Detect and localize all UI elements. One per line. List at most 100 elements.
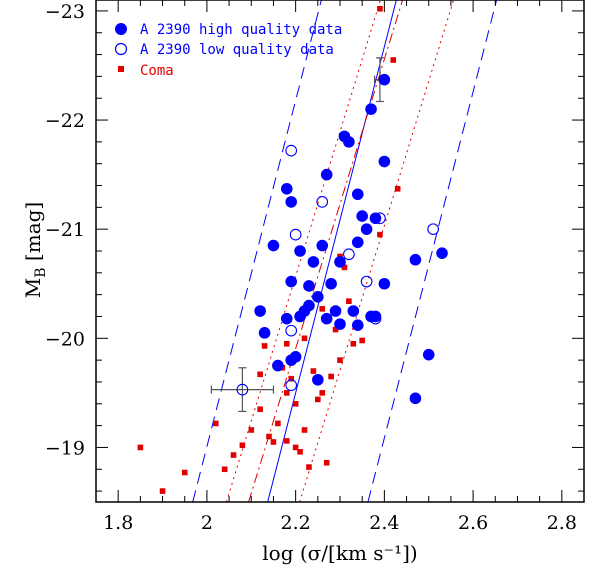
point-high-quality-28 (369, 212, 382, 225)
axis-ticks (96, 0, 585, 502)
point-coma-1 (159, 488, 166, 494)
y-tick-label: −23 (45, 1, 85, 23)
point-high-quality-38 (312, 373, 324, 386)
y-tick-labels: −19 −20 −21 −22 −23 (45, 1, 85, 460)
x-tick-label: 2.8 (547, 512, 577, 534)
point-coma-34 (377, 5, 383, 12)
fit-lines (192, 0, 498, 502)
y-tick-label: −19 (45, 437, 85, 459)
point-high-quality-2 (289, 351, 302, 363)
point-high-quality-16 (325, 277, 337, 290)
point-coma-5 (239, 442, 246, 449)
point-high-quality-3 (258, 327, 271, 339)
point-low-quality-5 (360, 275, 373, 288)
point-coma-17 (301, 427, 308, 433)
point-high-quality-21 (347, 305, 360, 317)
x-tick-label: 2 (201, 512, 213, 534)
point-high-quality-18 (320, 312, 333, 325)
legend-marker-high-quality (115, 23, 127, 35)
point-coma-21 (319, 390, 326, 396)
point-coma-16 (297, 449, 303, 455)
data-points (137, 5, 448, 494)
point-coma-39 (319, 306, 326, 312)
point-coma-25 (350, 340, 357, 347)
point-coma-35 (390, 57, 397, 63)
point-high-quality-7 (303, 299, 315, 312)
legend: A 2390 high quality data A 2390 low qual… (114, 22, 342, 79)
y-axis-label-subscript: B (33, 267, 49, 277)
point-coma-23 (328, 373, 334, 380)
point-low-quality-9 (285, 379, 298, 392)
point-coma-22 (323, 459, 330, 466)
point-coma-13 (283, 438, 290, 444)
point-coma-29 (301, 335, 308, 342)
point-high-quality-40 (436, 247, 448, 259)
point-high-quality-10 (285, 275, 298, 288)
point-coma-12 (283, 390, 290, 396)
point-high-quality-27 (356, 210, 368, 222)
y-tick-label: −20 (45, 328, 85, 350)
point-coma-8 (257, 371, 263, 378)
point-high-quality-41 (422, 348, 435, 361)
point-high-quality-13 (294, 245, 306, 257)
point-coma-15 (292, 400, 299, 407)
point-high-quality-43 (378, 73, 391, 86)
point-high-quality-32 (320, 168, 333, 181)
point-coma-32 (377, 231, 383, 238)
point-coma-10 (270, 439, 277, 445)
point-coma-28 (283, 340, 290, 347)
point-coma-40 (332, 326, 339, 333)
point-coma-11 (275, 420, 281, 427)
point-high-quality-26 (360, 223, 373, 235)
legend-label-high-quality: A 2390 high quality data (140, 22, 342, 38)
point-high-quality-15 (316, 239, 329, 252)
point-high-quality-33 (280, 182, 293, 195)
y-axis-label: MB [mag] (21, 202, 49, 298)
y-axis-label-main: M (21, 278, 45, 298)
point-coma-24 (337, 357, 343, 363)
point-low-quality-8 (285, 324, 298, 337)
point-coma-37 (288, 375, 294, 382)
point-coma-14 (292, 444, 299, 451)
point-coma-38 (261, 343, 268, 349)
point-high-quality-31 (338, 130, 351, 143)
x-tick-labels: 1.8 2 2.2 2.4 2.6 2.8 (103, 512, 577, 534)
point-high-quality-25 (351, 236, 364, 249)
x-tick-label: 2.2 (281, 512, 311, 534)
svg-text:MB [mag]: MB [mag] (21, 202, 49, 298)
point-coma-26 (359, 337, 365, 344)
point-high-quality-14 (267, 239, 280, 252)
y-axis-label-unit: [mag] (21, 202, 45, 261)
point-high-quality-8 (312, 291, 324, 303)
point-high-quality-19 (329, 305, 342, 317)
point-coma-20 (315, 396, 321, 403)
fit-line-dashed-1 (192, 0, 322, 502)
point-high-quality-35 (365, 103, 377, 115)
legend-marker-low-quality (114, 42, 128, 56)
point-high-quality-9 (254, 305, 266, 317)
point-low-quality-2 (289, 228, 302, 241)
point-low-quality-3 (343, 248, 355, 261)
fit-line-dashed-2 (367, 0, 498, 502)
x-tick-label: 1.8 (103, 512, 133, 534)
point-high-quality-34 (285, 196, 298, 208)
point-coma-41 (346, 298, 352, 304)
point-coma-4 (230, 452, 237, 458)
point-coma-18 (306, 464, 312, 470)
point-coma-3 (221, 466, 228, 473)
point-high-quality-20 (334, 318, 346, 330)
legend-label-coma: Coma (140, 63, 174, 79)
x-axis-label: log (σ/[km s⁻¹]) (262, 541, 417, 565)
point-high-quality-11 (303, 280, 315, 292)
point-coma-19 (310, 368, 317, 374)
point-high-quality-17 (334, 256, 346, 268)
x-tick-label: 2.6 (458, 512, 488, 534)
y-tick-label: −22 (45, 110, 85, 132)
point-coma-0 (137, 444, 144, 451)
point-high-quality-24 (369, 310, 382, 323)
point-coma-2 (181, 469, 188, 476)
y-tick-label: −21 (45, 219, 85, 241)
point-high-quality-42 (409, 392, 422, 405)
point-high-quality-0 (272, 359, 284, 372)
